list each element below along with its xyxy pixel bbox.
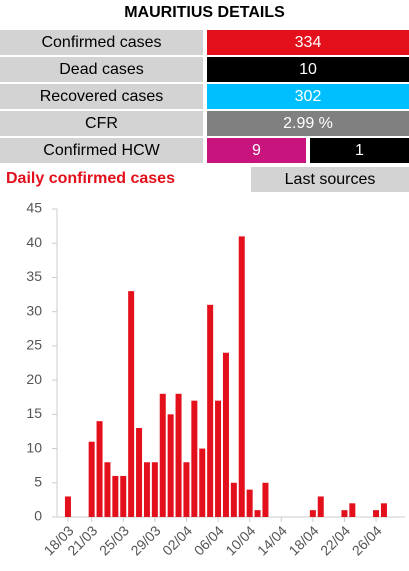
x-tick-label: 18/04 bbox=[285, 522, 321, 558]
bar bbox=[88, 441, 95, 517]
y-tick-label: 15 bbox=[26, 405, 42, 421]
x-tick-label: 26/04 bbox=[349, 522, 385, 558]
bar bbox=[199, 448, 206, 517]
bar bbox=[191, 400, 198, 517]
y-tick-label: 10 bbox=[26, 439, 42, 455]
y-tick-label: 0 bbox=[34, 508, 42, 524]
row-label: Confirmed cases bbox=[0, 30, 203, 55]
bar bbox=[167, 414, 174, 517]
bar bbox=[222, 352, 229, 517]
bar bbox=[262, 482, 269, 517]
bar bbox=[120, 475, 127, 517]
y-tick-label: 45 bbox=[26, 200, 42, 216]
bar bbox=[349, 503, 356, 517]
row-value: 302 bbox=[207, 84, 409, 109]
x-tick-label: 25/03 bbox=[96, 522, 132, 558]
details-row: CFR 2.99 % bbox=[0, 111, 409, 136]
details-row: Confirmed HCW 9 1 bbox=[0, 138, 409, 163]
x-tick-label: 22/04 bbox=[317, 522, 353, 558]
bar bbox=[215, 400, 222, 517]
bar bbox=[230, 482, 237, 517]
bar bbox=[159, 393, 166, 517]
row-value: 2.99 % bbox=[207, 111, 409, 136]
x-tick-label: 06/04 bbox=[191, 522, 227, 558]
bar bbox=[136, 428, 143, 517]
bar bbox=[238, 236, 245, 517]
x-tick-label: 10/04 bbox=[222, 522, 258, 558]
row-value: 334 bbox=[207, 30, 409, 55]
bar bbox=[151, 462, 158, 517]
bar bbox=[254, 510, 261, 517]
chart-title: Daily confirmed cases bbox=[6, 170, 175, 187]
bar bbox=[380, 503, 387, 517]
bar bbox=[112, 475, 119, 517]
bar bbox=[341, 510, 348, 517]
x-tick-label: 29/03 bbox=[127, 522, 163, 558]
y-tick-label: 40 bbox=[26, 234, 42, 250]
row-value: 9 bbox=[207, 138, 306, 163]
bar bbox=[183, 462, 190, 517]
bar bbox=[317, 496, 324, 517]
details-row: Confirmed cases 334 bbox=[0, 30, 409, 55]
x-tick-label: 02/04 bbox=[159, 522, 195, 558]
row-label: Dead cases bbox=[0, 57, 203, 82]
row-value: 10 bbox=[207, 57, 409, 82]
bar bbox=[207, 304, 214, 517]
row-value: 1 bbox=[310, 138, 409, 163]
bar bbox=[309, 510, 316, 517]
chart: 05101520253035404518/0321/0325/0329/0302… bbox=[26, 200, 405, 559]
x-tick-label: 14/04 bbox=[254, 522, 290, 558]
y-tick-label: 5 bbox=[34, 473, 42, 489]
bar bbox=[128, 291, 135, 517]
y-tick-label: 35 bbox=[26, 268, 42, 284]
y-tick-label: 25 bbox=[26, 337, 42, 353]
row-label: Recovered cases bbox=[0, 84, 203, 109]
last-sources-button[interactable]: Last sources bbox=[251, 167, 409, 192]
y-tick-label: 20 bbox=[26, 371, 42, 387]
bar bbox=[104, 462, 111, 517]
y-tick-label: 30 bbox=[26, 302, 42, 318]
details-row: Dead cases 10 bbox=[0, 57, 409, 82]
page-title: MAURITIUS DETAILS bbox=[124, 4, 285, 21]
row-label: Confirmed HCW bbox=[0, 138, 203, 163]
bar bbox=[96, 421, 103, 517]
bar bbox=[246, 489, 253, 517]
bar bbox=[143, 462, 150, 517]
bar bbox=[373, 510, 380, 517]
bar bbox=[175, 393, 182, 517]
details-row: Recovered cases 302 bbox=[0, 84, 409, 109]
row-label: CFR bbox=[0, 111, 203, 136]
bar bbox=[64, 496, 71, 517]
